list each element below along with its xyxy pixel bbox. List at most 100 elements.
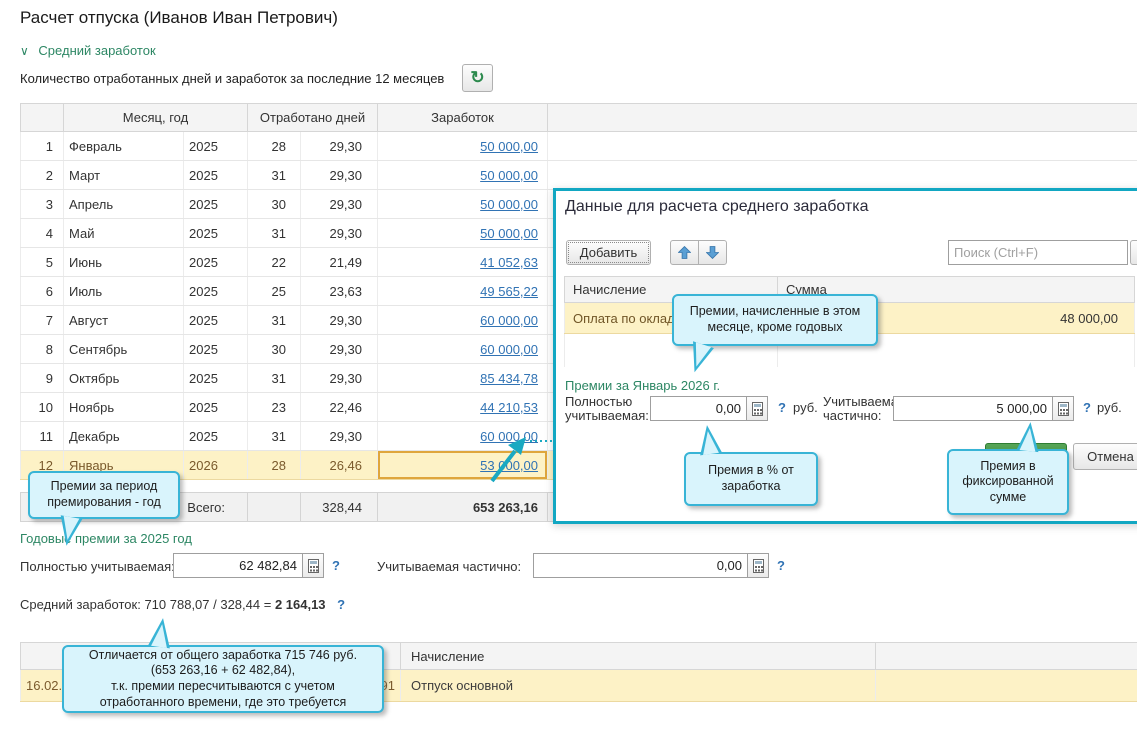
cell-year[interactable]: 2025 bbox=[183, 392, 248, 422]
up-arrow-icon bbox=[678, 246, 691, 259]
cell-avg-days[interactable]: 21,49 bbox=[299, 247, 379, 277]
search-clear-button[interactable]: × bbox=[1130, 240, 1137, 265]
cell-month[interactable]: Апрель bbox=[63, 189, 184, 219]
cell-year[interactable]: 2025 bbox=[183, 363, 248, 393]
average-earnings-section-toggle[interactable]: Средний заработок bbox=[38, 43, 156, 58]
cell-days[interactable]: 30 bbox=[247, 189, 301, 219]
cell-month[interactable]: Октябрь bbox=[63, 363, 184, 393]
add-button[interactable]: Добавить bbox=[566, 240, 651, 265]
cell-year[interactable]: 2025 bbox=[183, 421, 248, 451]
cell-avg-days[interactable]: 29,30 bbox=[299, 334, 379, 364]
help-icon[interactable]: ? bbox=[337, 597, 346, 612]
earnings-table: Месяц, год Отработано дней Заработок 1 Ф… bbox=[20, 103, 1137, 522]
cell-days[interactable]: 25 bbox=[247, 276, 301, 306]
earnings-link[interactable]: 50 000,00 bbox=[480, 167, 539, 183]
cell-avg-days[interactable]: 26,46 bbox=[299, 450, 379, 480]
help-icon[interactable]: ? bbox=[778, 400, 786, 415]
callout-tail bbox=[1016, 420, 1042, 453]
accruals-table: Начисление Сумма Оплата по оклад 48 000,… bbox=[564, 276, 1135, 367]
cell-accrual-type[interactable]: Отпуск основной bbox=[400, 669, 876, 702]
calculator-icon bbox=[751, 401, 763, 416]
cancel-button[interactable]: Отмена bbox=[1073, 443, 1137, 470]
help-icon[interactable]: ? bbox=[777, 558, 785, 573]
average-earnings-formula: Средний заработок: 710 788,07 / 328,44 = bbox=[20, 597, 275, 612]
cell-avg-days[interactable]: 29,30 bbox=[299, 363, 379, 393]
cell-year[interactable]: 2025 bbox=[183, 160, 248, 190]
cell-days[interactable]: 31 bbox=[247, 305, 301, 335]
calculator-button[interactable] bbox=[748, 553, 769, 578]
earnings-link[interactable]: 50 000,00 bbox=[480, 196, 539, 212]
earnings-link[interactable]: 50 000,00 bbox=[480, 225, 539, 241]
monthly-premiums-link[interactable]: Премии за Январь 2026 г. bbox=[565, 378, 721, 393]
refresh-button[interactable]: ↻ bbox=[462, 64, 493, 92]
cell-month[interactable]: Май bbox=[63, 218, 184, 248]
cell-days[interactable]: 31 bbox=[247, 218, 301, 248]
annual-fully-counted-input[interactable] bbox=[173, 553, 303, 578]
calculator-icon bbox=[752, 558, 764, 573]
earnings-link[interactable]: 60 000,00 bbox=[480, 428, 539, 444]
move-up-button[interactable] bbox=[670, 240, 699, 265]
cell-month[interactable]: Ноябрь bbox=[63, 392, 184, 422]
cell-days[interactable]: 28 bbox=[247, 450, 301, 480]
cell-year[interactable]: 2026 bbox=[183, 450, 248, 480]
cell-days[interactable]: 22 bbox=[247, 247, 301, 277]
earnings-link[interactable]: 60 000,00 bbox=[480, 312, 539, 328]
header-earnings: Заработок bbox=[377, 103, 549, 132]
cell-year[interactable]: 2025 bbox=[183, 334, 248, 364]
cell-days[interactable]: 31 bbox=[247, 160, 301, 190]
cell-days[interactable]: 28 bbox=[247, 131, 301, 161]
currency-label: руб. bbox=[793, 400, 818, 415]
cell-year[interactable]: 2025 bbox=[183, 189, 248, 219]
cell-row-number: 12 bbox=[20, 450, 64, 480]
cell-month[interactable]: Сентябрь bbox=[63, 334, 184, 364]
cell-avg-days[interactable]: 29,30 bbox=[299, 131, 379, 161]
cell-days[interactable]: 31 bbox=[247, 421, 301, 451]
annual-premiums-link[interactable]: Годовые премии за 2025 год bbox=[20, 531, 192, 546]
cell-year[interactable]: 2025 bbox=[183, 247, 248, 277]
earnings-link[interactable]: 41 052,63 bbox=[480, 254, 539, 270]
cell-year[interactable]: 2025 bbox=[183, 276, 248, 306]
header-row-number bbox=[20, 103, 64, 132]
earnings-link-selected[interactable]: 53 000,00 bbox=[480, 457, 539, 473]
cell-month[interactable]: Июль bbox=[63, 276, 184, 306]
cell-row-number: 2 bbox=[20, 160, 64, 190]
earnings-link[interactable]: 49 565,22 bbox=[480, 283, 539, 299]
cell-month[interactable]: Февраль bbox=[63, 131, 184, 161]
cell-days[interactable]: 30 bbox=[247, 334, 301, 364]
help-icon[interactable]: ? bbox=[1083, 400, 1091, 415]
annual-partially-counted-input[interactable] bbox=[533, 553, 748, 578]
cell-avg-days[interactable]: 29,30 bbox=[299, 218, 379, 248]
search-input[interactable] bbox=[948, 240, 1128, 265]
cell-avg-days[interactable]: 22,46 bbox=[299, 392, 379, 422]
cell-avg-days[interactable]: 29,30 bbox=[299, 160, 379, 190]
earnings-link[interactable]: 44 210,53 bbox=[480, 399, 539, 415]
calculator-icon bbox=[1057, 401, 1069, 416]
help-icon[interactable]: ? bbox=[332, 558, 340, 573]
cell-month[interactable]: Март bbox=[63, 160, 184, 190]
cell-avg-days[interactable]: 29,30 bbox=[299, 189, 379, 219]
cell-month[interactable]: Август bbox=[63, 305, 184, 335]
fully-counted-input[interactable] bbox=[650, 396, 747, 421]
cell-avg-days[interactable]: 29,30 bbox=[299, 305, 379, 335]
earnings-link[interactable]: 50 000,00 bbox=[480, 138, 539, 154]
earnings-link[interactable]: 60 000,00 bbox=[480, 341, 539, 357]
calculator-button[interactable] bbox=[1053, 396, 1074, 421]
partially-counted-label: Учитываемая частично: bbox=[823, 394, 906, 424]
cell-empty bbox=[547, 131, 1137, 161]
cell-year[interactable]: 2025 bbox=[183, 131, 248, 161]
cell-avg-days[interactable]: 23,63 bbox=[299, 276, 379, 306]
cell-days[interactable]: 23 bbox=[247, 392, 301, 422]
calculator-button[interactable] bbox=[303, 553, 324, 578]
cell-days[interactable]: 31 bbox=[247, 363, 301, 393]
cell-month[interactable]: Июнь bbox=[63, 247, 184, 277]
earnings-link[interactable]: 85 434,78 bbox=[480, 370, 539, 386]
partially-counted-input[interactable] bbox=[893, 396, 1053, 421]
down-arrow-icon bbox=[706, 246, 719, 259]
cell-year[interactable]: 2025 bbox=[183, 305, 248, 335]
page-title: Расчет отпуска (Иванов Иван Петрович) bbox=[20, 8, 338, 27]
cell-year[interactable]: 2025 bbox=[183, 218, 248, 248]
move-down-button[interactable] bbox=[698, 240, 727, 265]
cell-avg-days[interactable]: 29,30 bbox=[299, 421, 379, 451]
cell-month[interactable]: Декабрь bbox=[63, 421, 184, 451]
calculator-button[interactable] bbox=[747, 396, 768, 421]
